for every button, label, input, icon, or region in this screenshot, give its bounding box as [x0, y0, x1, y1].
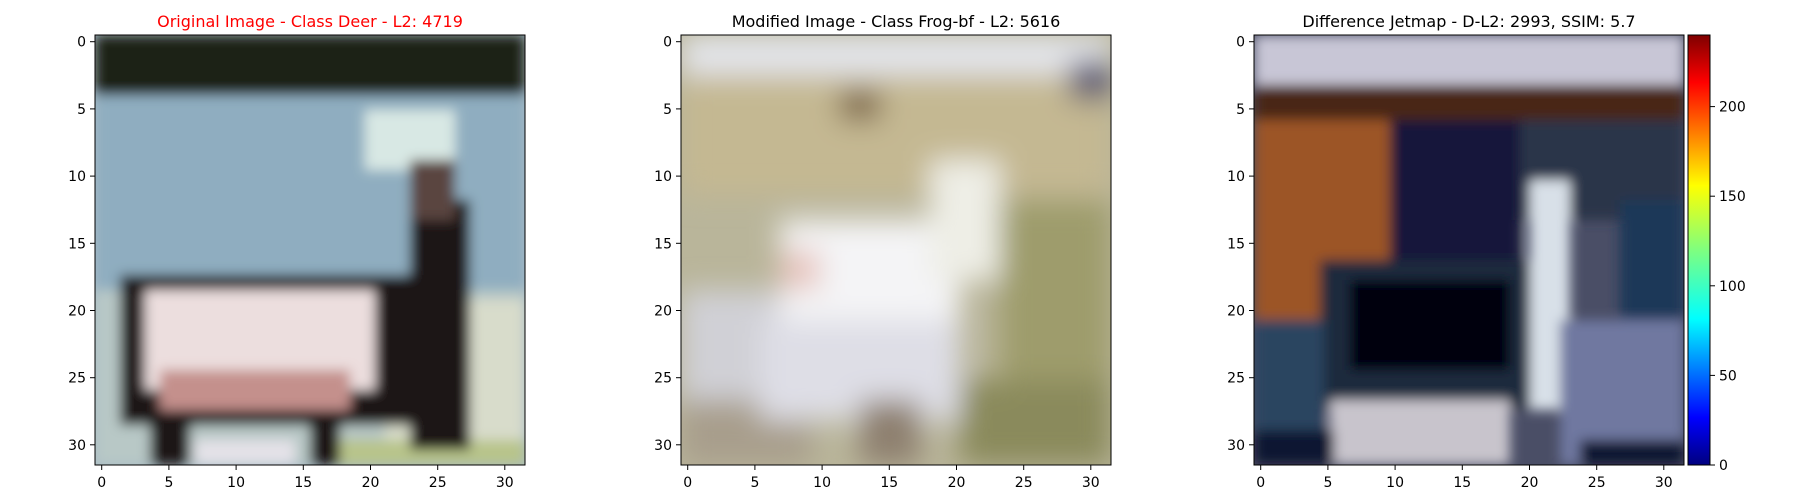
x-tick-label: 0	[683, 475, 692, 491]
x-tick-label: 15	[880, 475, 898, 491]
y-tick-label: 0	[663, 35, 672, 51]
y-tick-label: 5	[1236, 102, 1245, 118]
x-tick-label: 15	[294, 475, 312, 491]
image-difference	[1254, 35, 1684, 465]
x-tick-label: 10	[813, 475, 831, 491]
y-tick-label: 15	[1227, 236, 1245, 252]
x-axis-difference: 0 5 10 15 20 25 30	[1256, 465, 1673, 491]
x-tick-label: 5	[750, 475, 759, 491]
colorbar-gradient	[1687, 34, 1711, 466]
y-tick-label: 25	[1227, 371, 1245, 387]
x-tick-label: 20	[1521, 475, 1539, 491]
x-tick-label: 0	[1256, 475, 1265, 491]
x-tick-label: 25	[1015, 475, 1033, 491]
x-tick-label: 15	[1453, 475, 1471, 491]
panel-modified: Modified Image - Class Frog-bf - L2: 561…	[654, 12, 1112, 491]
y-axis-difference: 0 5 10 15 20 25 30	[1227, 35, 1254, 454]
x-tick-label: 25	[429, 475, 447, 491]
colorbar-tick-label: 200	[1719, 100, 1746, 116]
y-tick-label: 30	[1227, 438, 1245, 454]
y-tick-label: 20	[1227, 304, 1245, 320]
panel-title-modified: Modified Image - Class Frog-bf - L2: 561…	[732, 12, 1061, 31]
panel-title-original: Original Image - Class Deer - L2: 4719	[157, 12, 463, 31]
x-tick-label: 30	[1655, 475, 1673, 491]
panel-original: Original Image - Class Deer - L2: 4719	[68, 12, 526, 491]
colorbar-tick-label: 150	[1719, 189, 1746, 205]
panel-title-difference: Difference Jetmap - D-L2: 2993, SSIM: 5.…	[1302, 12, 1635, 31]
y-tick-label: 10	[1227, 169, 1245, 185]
colorbar-tick-label: 0	[1719, 458, 1728, 474]
y-tick-label: 20	[68, 304, 86, 320]
x-tick-label: 5	[164, 475, 173, 491]
x-tick-label: 20	[948, 475, 966, 491]
y-tick-label: 10	[68, 169, 86, 185]
x-tick-label: 5	[1323, 475, 1332, 491]
y-tick-label: 10	[654, 169, 672, 185]
panel-difference: Difference Jetmap - D-L2: 2993, SSIM: 5.…	[1227, 12, 1685, 491]
x-tick-label: 20	[362, 475, 380, 491]
y-tick-label: 15	[654, 236, 672, 252]
y-axis-original: 0 5 10 15 20 25 30	[68, 35, 95, 454]
axes-frame-original	[94, 34, 526, 466]
x-tick-label: 0	[97, 475, 106, 491]
y-tick-label: 25	[68, 371, 86, 387]
axes-frame-difference	[1253, 34, 1685, 466]
x-tick-label: 30	[496, 475, 514, 491]
y-tick-label: 15	[68, 236, 86, 252]
y-axis-modified: 0 5 10 15 20 25 30	[654, 35, 681, 454]
x-tick-label: 30	[1082, 475, 1100, 491]
y-tick-label: 5	[663, 102, 672, 118]
y-tick-label: 25	[654, 371, 672, 387]
y-tick-label: 20	[654, 304, 672, 320]
y-tick-label: 5	[77, 102, 86, 118]
x-tick-label: 10	[227, 475, 245, 491]
colorbar-tick-label: 50	[1719, 368, 1737, 384]
x-tick-label: 25	[1588, 475, 1606, 491]
y-tick-label: 30	[68, 438, 86, 454]
y-tick-label: 30	[654, 438, 672, 454]
x-axis-modified: 0 5 10 15 20 25 30	[683, 465, 1100, 491]
axes-frame-modified	[680, 34, 1112, 466]
colorbar: 0 50 100 150 200	[1687, 34, 1746, 474]
x-axis-original: 0 5 10 15 20 25 30	[97, 465, 514, 491]
colorbar-tick-label: 100	[1719, 279, 1746, 295]
y-tick-label: 0	[77, 35, 86, 51]
image-modified	[681, 35, 1111, 465]
x-tick-label: 10	[1386, 475, 1404, 491]
y-tick-label: 0	[1236, 35, 1245, 51]
image-original	[95, 35, 525, 465]
